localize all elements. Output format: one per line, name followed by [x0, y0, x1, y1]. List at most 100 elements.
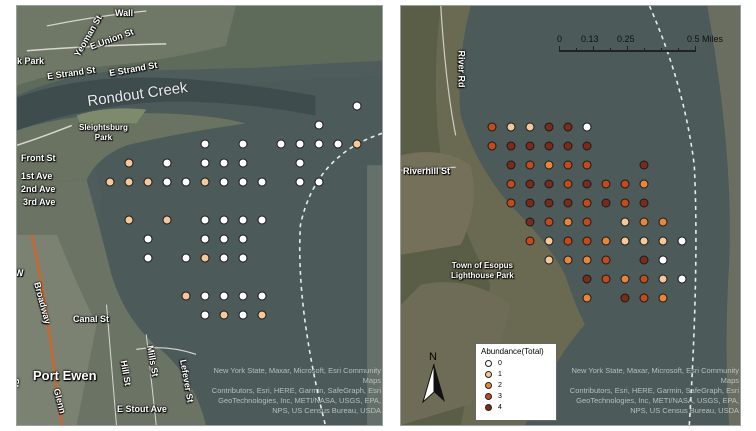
survey-point — [601, 255, 611, 265]
survey-point — [525, 236, 535, 246]
scale-tick — [644, 48, 645, 52]
survey-point — [582, 236, 592, 246]
survey-point — [238, 310, 248, 320]
scale-bar: 0 0.13 0.25 0.5 Miles — [557, 34, 737, 64]
survey-point — [544, 122, 554, 132]
survey-point — [219, 310, 229, 320]
riverhill-st-label: Riverhill St — [403, 166, 451, 176]
river-rd-label: River Rd — [456, 50, 467, 88]
survey-point — [620, 274, 630, 284]
survey-point — [124, 177, 134, 187]
survey-point — [544, 255, 554, 265]
wall-label: Wall — [115, 8, 134, 18]
survey-point — [276, 139, 286, 149]
survey-point — [238, 291, 248, 301]
left-map-panel[interactable]: Rondout Creek Sleightsburg Park E Strand… — [16, 5, 383, 426]
e-stout-ave-label: E Stout Ave — [117, 404, 167, 414]
first-ave-label: 1st Ave — [21, 171, 53, 181]
survey-point — [295, 158, 305, 168]
survey-point — [200, 139, 210, 149]
survey-point — [563, 179, 573, 189]
survey-point — [563, 141, 573, 151]
survey-point — [506, 198, 516, 208]
survey-point — [639, 255, 649, 265]
survey-point — [639, 179, 649, 189]
survey-point — [314, 139, 324, 149]
survey-point — [639, 293, 649, 303]
survey-point — [143, 234, 153, 244]
right-map-basemap — [401, 6, 740, 425]
scale-tick — [576, 48, 577, 52]
survey-point — [601, 274, 611, 284]
survey-point — [124, 158, 134, 168]
survey-point — [352, 139, 362, 149]
survey-point — [525, 179, 535, 189]
front-st-label: Front St — [21, 153, 56, 163]
survey-point — [582, 179, 592, 189]
survey-point — [525, 122, 535, 132]
survey-point — [314, 177, 324, 187]
survey-point — [181, 291, 191, 301]
survey-point — [219, 215, 229, 225]
survey-point — [143, 253, 153, 263]
legend-title: Abundance(Total) — [481, 347, 544, 356]
survey-point — [219, 234, 229, 244]
survey-point — [582, 255, 592, 265]
survey-point — [525, 141, 535, 151]
third-ave-label: 3rd Ave — [23, 197, 56, 207]
scale-tick — [678, 48, 679, 52]
survey-point — [200, 234, 210, 244]
survey-point — [639, 160, 649, 170]
left-map-basemap — [17, 6, 382, 425]
survey-point — [582, 122, 592, 132]
survey-point — [582, 293, 592, 303]
scale-label-025: 0.25 — [617, 34, 635, 44]
survey-point — [639, 198, 649, 208]
survey-point — [238, 158, 248, 168]
survey-point — [639, 274, 649, 284]
survey-point — [506, 160, 516, 170]
survey-point — [658, 293, 668, 303]
survey-point — [352, 101, 362, 111]
legend-item: 3 — [481, 391, 551, 402]
legend-item: 0 — [481, 358, 551, 369]
right-map-panel[interactable]: River Rd Riverhill St Town of Esopus Lig… — [400, 5, 741, 426]
survey-point — [544, 236, 554, 246]
survey-point — [658, 255, 668, 265]
survey-point — [544, 217, 554, 227]
survey-point — [677, 236, 687, 246]
survey-point — [563, 160, 573, 170]
legend-swatch — [485, 393, 492, 400]
survey-point — [582, 274, 592, 284]
survey-point — [639, 217, 649, 227]
survey-point — [658, 217, 668, 227]
survey-point — [200, 253, 210, 263]
scale-label-05: 0.5 Miles — [687, 34, 724, 44]
survey-point — [525, 198, 535, 208]
survey-point — [200, 215, 210, 225]
north-arrow-icon — [422, 364, 445, 404]
ew-label: W — [17, 268, 24, 278]
legend-label: 0 — [498, 360, 502, 367]
survey-point — [200, 158, 210, 168]
legend-label: 2 — [498, 382, 502, 389]
survey-point — [601, 236, 611, 246]
survey-point — [582, 198, 592, 208]
survey-point — [601, 179, 611, 189]
survey-point — [238, 215, 248, 225]
survey-point — [487, 122, 497, 132]
survey-point — [219, 177, 229, 187]
scale-tick — [627, 46, 628, 52]
scale-label-0: 0 — [557, 34, 563, 44]
survey-point — [181, 253, 191, 263]
survey-point — [238, 253, 248, 263]
survey-point — [143, 177, 153, 187]
legend-label: 3 — [498, 393, 502, 400]
survey-point — [162, 158, 172, 168]
survey-point — [582, 160, 592, 170]
survey-point — [487, 141, 497, 151]
legend-item: 2 — [481, 380, 551, 391]
survey-point — [544, 141, 554, 151]
survey-point — [582, 141, 592, 151]
survey-point — [620, 217, 630, 227]
